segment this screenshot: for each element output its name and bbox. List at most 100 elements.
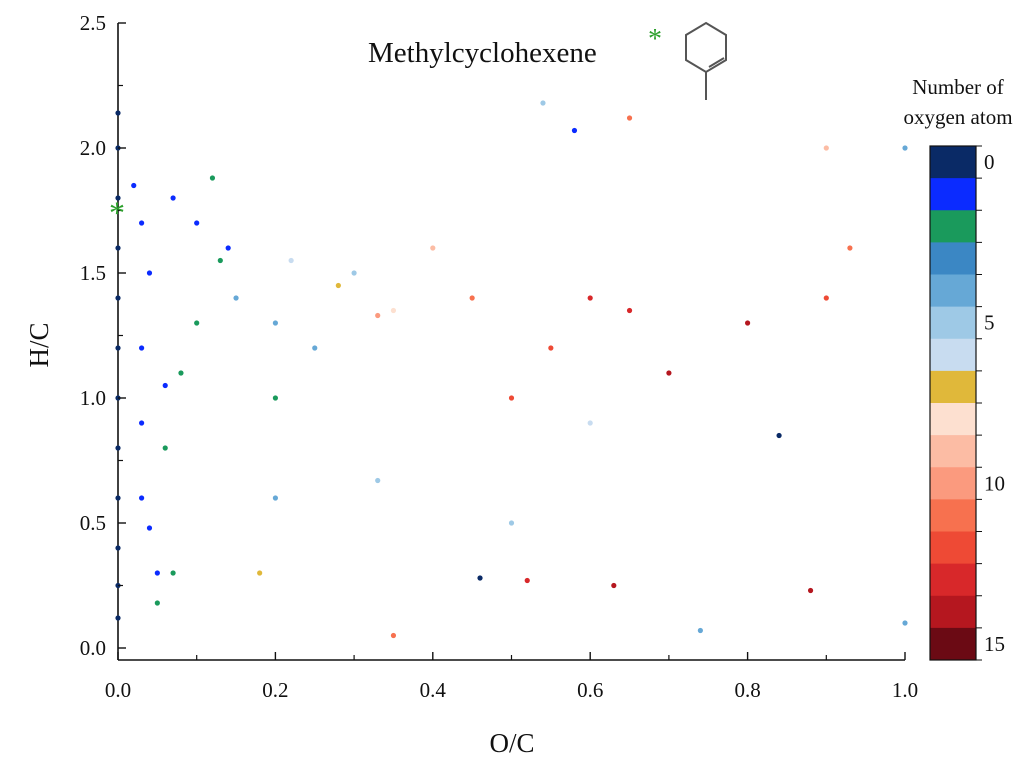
data-point <box>154 600 160 606</box>
colorbar-block <box>930 210 976 243</box>
data-point <box>847 245 853 251</box>
data-point <box>902 145 908 151</box>
y-tick-label: 1.0 <box>80 386 106 410</box>
data-point <box>115 495 121 501</box>
colorbar-tick-label: 0 <box>984 150 995 174</box>
data-point <box>170 570 176 576</box>
data-point <box>272 395 278 401</box>
colorbar: Number of oxygen atom 0 5 10 15 <box>903 75 1013 661</box>
data-point <box>587 420 593 426</box>
x-axis-ticks: 0.0 0.2 0.4 0.6 0.8 1.0 <box>105 652 918 702</box>
data-point <box>272 320 278 326</box>
data-point <box>115 345 121 351</box>
data-point <box>115 545 121 551</box>
data-point <box>146 270 153 276</box>
data-point <box>823 145 829 151</box>
data-point <box>139 420 145 426</box>
y-tick-label: 2.5 <box>80 11 106 35</box>
colorbar-color-blocks <box>930 146 976 661</box>
colorbar-ticks: 0 5 10 15 <box>976 145 1005 661</box>
data-point <box>807 587 814 594</box>
data-point <box>508 520 515 526</box>
colorbar-block <box>930 563 976 597</box>
data-point <box>225 245 231 251</box>
y-tick-label: 2.0 <box>80 136 106 160</box>
colorbar-block <box>930 338 976 372</box>
data-point <box>776 432 782 439</box>
data-point <box>587 295 593 301</box>
y-axis-ticks: 0.0 0.5 1.0 1.5 2.0 2.5 <box>80 11 126 660</box>
data-point <box>390 632 397 639</box>
colorbar-block <box>930 627 976 661</box>
colorbar-block <box>930 274 976 308</box>
data-point <box>351 270 357 276</box>
data-point <box>115 245 121 251</box>
y-tick-label: 1.5 <box>80 261 106 285</box>
x-tick-label: 0.8 <box>734 678 760 702</box>
colorbar-tick-label: 15 <box>984 632 1005 656</box>
colorbar-block <box>930 435 976 468</box>
data-point <box>154 570 160 576</box>
y-tick-label: 0.0 <box>80 636 106 660</box>
colorbar-title-line1: Number of <box>912 75 1004 99</box>
data-point <box>745 320 751 326</box>
data-point <box>115 195 121 201</box>
colorbar-block <box>930 499 976 532</box>
data-point <box>469 295 475 301</box>
data-point <box>571 127 578 134</box>
colorbar-block <box>930 531 976 565</box>
colorbar-block <box>930 178 976 211</box>
data-point <box>548 345 554 351</box>
data-point <box>666 370 672 376</box>
data-point <box>217 257 223 264</box>
data-point <box>209 175 216 181</box>
colorbar-tick-label: 10 <box>984 471 1005 495</box>
x-tick-label: 0.2 <box>262 678 288 702</box>
x-tick-label: 1.0 <box>892 678 918 702</box>
data-point <box>626 115 633 121</box>
data-point <box>288 257 294 264</box>
colorbar-tick-label: 5 <box>984 311 995 335</box>
colorbar-block <box>930 242 976 275</box>
data-point <box>335 282 341 289</box>
data-point <box>115 295 121 301</box>
chart-title: Methylcyclohexene <box>368 37 597 69</box>
colorbar-block <box>930 403 976 436</box>
colorbar-title-line2: oxygen atom <box>903 105 1012 129</box>
data-point <box>146 525 153 531</box>
data-point <box>115 615 121 621</box>
data-point <box>390 307 397 314</box>
data-point <box>115 110 121 116</box>
data-point <box>139 345 145 351</box>
data-point <box>257 570 263 576</box>
y-axis-title: H/C <box>24 322 54 367</box>
data-point <box>524 577 530 584</box>
data-point <box>131 182 137 189</box>
colorbar-block <box>930 595 976 629</box>
data-point <box>139 220 145 226</box>
data-point <box>272 495 278 501</box>
data-point <box>162 382 168 389</box>
data-points <box>115 100 908 639</box>
colorbar-block <box>930 467 976 500</box>
data-point <box>508 395 515 401</box>
data-point <box>194 320 200 326</box>
colorbar-block <box>930 370 976 404</box>
data-point <box>626 307 633 314</box>
colorbar-block <box>930 146 976 179</box>
data-point <box>477 575 483 581</box>
data-point <box>430 245 436 251</box>
data-point <box>823 295 829 301</box>
data-point <box>312 345 318 351</box>
data-point <box>375 312 381 319</box>
x-axis-title: O/C <box>489 728 534 757</box>
colorbar-block <box>930 306 976 340</box>
data-point <box>162 445 168 451</box>
methylcyclohexene-structure-icon <box>685 21 727 100</box>
data-point <box>178 370 184 376</box>
x-tick-label: 0.0 <box>105 678 131 702</box>
data-point <box>170 195 176 201</box>
precursor-star-marker: * <box>109 195 125 231</box>
data-point <box>902 620 908 626</box>
